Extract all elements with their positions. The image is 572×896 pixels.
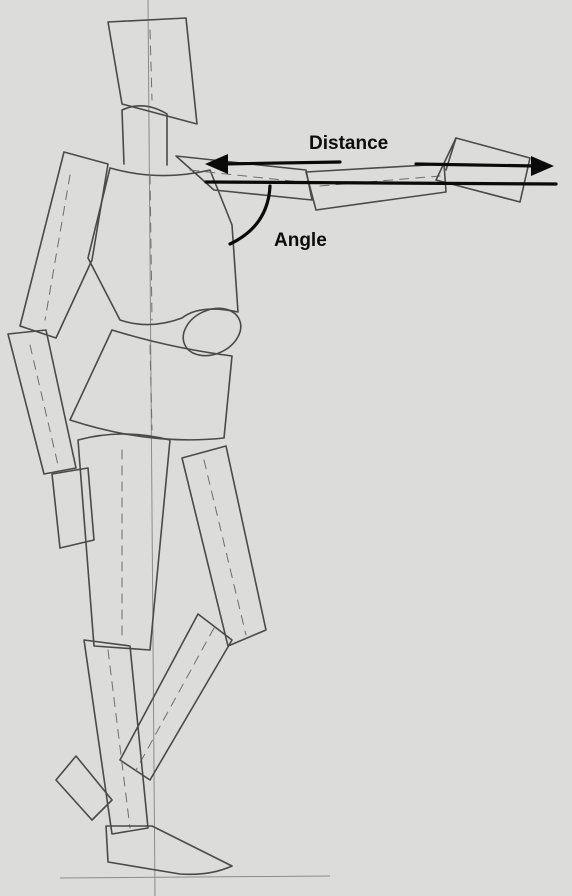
pelvis: [69, 329, 233, 441]
distance-arrow-right: [414, 156, 554, 176]
ribcage: [87, 167, 242, 357]
hanging-upper-arm: [19, 151, 109, 339]
front-foot: [105, 825, 233, 876]
horizontal-reference-line: [204, 180, 558, 186]
extended-upper-arm: [175, 155, 313, 201]
back-shin: [119, 613, 233, 781]
hanging-hand: [51, 467, 95, 549]
angle-label: Angle: [274, 230, 327, 251]
front-thigh: [77, 433, 171, 651]
back-foot: [55, 755, 113, 821]
angle-arc: [228, 184, 272, 246]
plumb-line: [147, 0, 156, 896]
front-shin: [83, 639, 149, 835]
back-thigh: [181, 445, 267, 647]
hanging-forearm: [7, 329, 77, 475]
head: [107, 17, 198, 125]
distance-label: Distance: [309, 133, 389, 154]
distance-arrow-left: [205, 154, 342, 174]
neck: [121, 105, 168, 166]
ground-line: [59, 875, 331, 879]
